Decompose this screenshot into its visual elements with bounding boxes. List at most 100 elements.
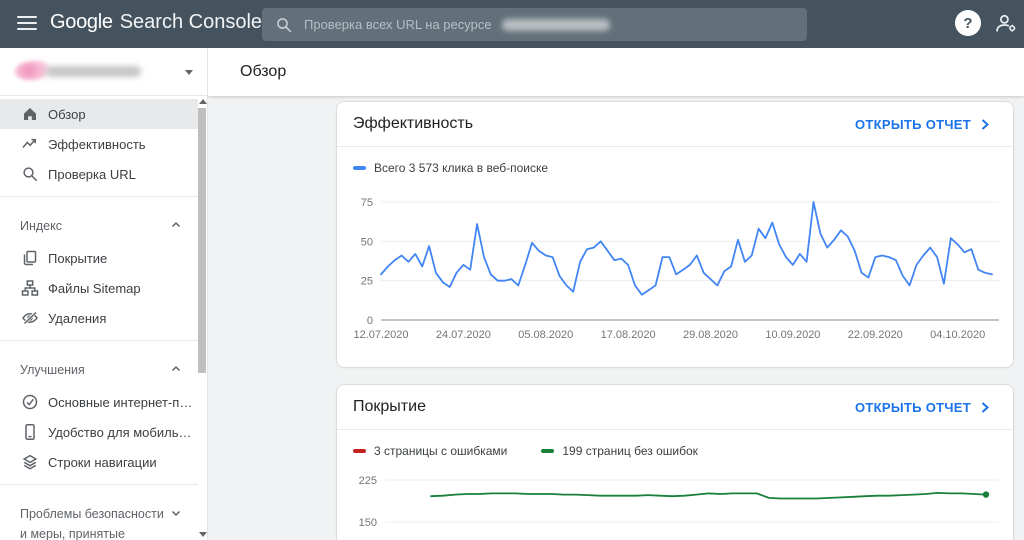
sidebar-item-core-web-vitals[interactable]: Основные интернет-показ… [0, 387, 198, 417]
svg-text:10.09.2020: 10.09.2020 [765, 329, 820, 341]
sidebar-menu: Обзор Эффективность Проверка URL Индекс Покр… [0, 96, 198, 540]
chevron-up-icon [170, 363, 182, 375]
coverage-card: Покрытие ОТКРЫТЬ ОТЧЕТ 3 страницы с ошиб… [336, 384, 1014, 540]
sidebar-section-enhancements[interactable]: Улучшения [0, 348, 198, 387]
sidebar-divider [0, 340, 198, 341]
chevron-up-icon [170, 219, 182, 231]
mobile-icon [21, 423, 39, 441]
home-icon [21, 105, 39, 123]
legend-item[interactable]: 199 страниц без ошибок [541, 444, 698, 458]
sidebar-item-label: Удаления [48, 311, 106, 326]
legend-label: 199 страниц без ошибок [562, 444, 698, 458]
coverage-chart: 225 150 [351, 464, 1011, 540]
open-report-label: ОТКРЫТЬ ОТЧЕТ [855, 400, 971, 415]
page-header: Обзор [208, 48, 1024, 96]
svg-text:225: 225 [359, 475, 377, 487]
property-selector[interactable] [0, 48, 207, 96]
sidebar-item-label: Индекс [20, 216, 170, 236]
sidebar-item-performance[interactable]: Эффективность [0, 129, 198, 159]
svg-text:24.07.2020: 24.07.2020 [436, 329, 491, 341]
app-logo[interactable]: Google Search Console [50, 11, 262, 34]
open-report-link[interactable]: ОТКРЫТЬ ОТЧЕТ [855, 400, 989, 415]
svg-text:50: 50 [361, 236, 373, 248]
search-placeholder: Проверка всех URL на ресурсе [304, 17, 492, 32]
blurred-property-title [46, 66, 141, 77]
chevron-right-icon [981, 119, 989, 130]
topbar: Google Search Console Проверка всех URL н… [0, 0, 1024, 48]
google-search-console-app: Google Search Console Проверка всех URL н… [0, 0, 1024, 540]
coverage-card-header: Покрытие ОТКРЫТЬ ОТЧЕТ [337, 385, 1013, 430]
sidebar-divider [0, 484, 198, 485]
sidebar-item-label: Файлы Sitemap [48, 281, 141, 296]
svg-text:05.08.2020: 05.08.2020 [518, 329, 573, 341]
search-icon [21, 165, 39, 183]
sidebar-item-sitemaps[interactable]: Файлы Sitemap [0, 273, 198, 303]
performance-card-header: Эффективность ОТКРЫТЬ ОТЧЕТ [337, 102, 1013, 147]
url-inspection-search-input[interactable]: Проверка всех URL на ресурсе [262, 8, 807, 41]
legend-dash-icon [353, 449, 366, 453]
svg-text:75: 75 [361, 197, 373, 209]
coverage-legend: 3 страницы с ошибками 199 страниц без оши… [337, 430, 1013, 458]
svg-text:17.08.2020: 17.08.2020 [601, 329, 656, 341]
sidebar-item-label: Улучшения [20, 360, 170, 380]
account-settings-icon[interactable] [994, 11, 1019, 36]
breadcrumbs-icon [21, 453, 39, 471]
card-title: Эффективность [353, 115, 855, 133]
sidebar-item-coverage[interactable]: Покрытие [0, 243, 198, 273]
scrollbar-thumb[interactable] [198, 108, 206, 373]
legend-dash-icon [541, 449, 554, 453]
open-report-label: ОТКРЫТЬ ОТЧЕТ [855, 117, 971, 132]
sidebar-section-index[interactable]: Индекс [0, 204, 198, 243]
legend-dash-icon [353, 166, 366, 170]
vitals-icon [21, 393, 39, 411]
svg-text:22.09.2020: 22.09.2020 [848, 329, 903, 341]
performance-legend: Всего 3 573 клика в веб-поиске [337, 147, 1013, 175]
sidebar-item-url-inspection[interactable]: Проверка URL [0, 159, 198, 189]
sidebar-item-breadcrumbs[interactable]: Строки навигации [0, 447, 198, 477]
blurred-property-name [502, 19, 610, 31]
svg-text:0: 0 [367, 315, 373, 327]
sidebar-item-mobile-usability[interactable]: Удобство для мобильных [0, 417, 198, 447]
legend-item[interactable]: 3 страницы с ошибками [353, 444, 507, 458]
sidebar-item-label: Эффективность [48, 137, 146, 152]
sidebar-item-label: Покрытие [48, 251, 107, 266]
sidebar-scrollbar[interactable] [197, 96, 207, 540]
chevron-down-icon [170, 507, 182, 519]
sidebar-item-label: Удобство для мобильных [48, 425, 198, 440]
legend-item[interactable]: Всего 3 573 клика в веб-поиске [353, 161, 548, 175]
performance-icon [21, 135, 39, 153]
scroll-down-icon[interactable] [199, 532, 207, 537]
sitemap-icon [21, 279, 39, 297]
svg-text:150: 150 [359, 517, 377, 529]
performance-card: Эффективность ОТКРЫТЬ ОТЧЕТ Всего 3 573 … [336, 101, 1014, 368]
sidebar-item-label: Основные интернет-показ… [48, 395, 198, 410]
sidebar-item-label: Строки навигации [48, 455, 157, 470]
sidebar-item-removals[interactable]: Удаления [0, 303, 198, 333]
search-icon [276, 17, 292, 33]
sidebar-section-security-manual-actions[interactable]: Проблемы безопасности и меры, принятые в… [0, 492, 198, 540]
scroll-up-icon[interactable] [199, 99, 207, 104]
blurred-property-logo [15, 61, 49, 80]
sidebar-item-overview[interactable]: Обзор [0, 99, 198, 129]
sidebar-item-label: Проблемы безопасности и меры, принятые в… [20, 504, 170, 540]
legend-label: 3 страницы с ошибками [374, 444, 507, 458]
coverage-icon [21, 249, 39, 267]
sidebar-divider [0, 196, 198, 197]
help-icon[interactable]: ? [955, 10, 981, 36]
open-report-link[interactable]: ОТКРЫТЬ ОТЧЕТ [855, 117, 989, 132]
svg-text:25: 25 [361, 276, 373, 288]
svg-text:29.08.2020: 29.08.2020 [683, 329, 738, 341]
chevron-down-icon [185, 70, 193, 75]
content-area: Эффективность ОТКРЫТЬ ОТЧЕТ Всего 3 573 … [208, 96, 1024, 540]
removals-icon [21, 309, 39, 327]
sidebar: Обзор Эффективность Проверка URL Индекс Покр… [0, 48, 208, 540]
chevron-right-icon [981, 402, 989, 413]
sidebar-item-label: Проверка URL [48, 167, 136, 182]
performance-chart: 0 25 50 75 12.07.2020 24.07.2020 05.08.2020 17.… [351, 185, 1011, 345]
hamburger-menu-icon[interactable] [17, 16, 37, 32]
logo-product: Search Console [120, 11, 262, 33]
svg-text:12.07.2020: 12.07.2020 [353, 329, 408, 341]
card-title: Покрытие [353, 398, 855, 416]
logo-google: Google [50, 11, 113, 33]
svg-text:04.10.2020: 04.10.2020 [930, 329, 985, 341]
